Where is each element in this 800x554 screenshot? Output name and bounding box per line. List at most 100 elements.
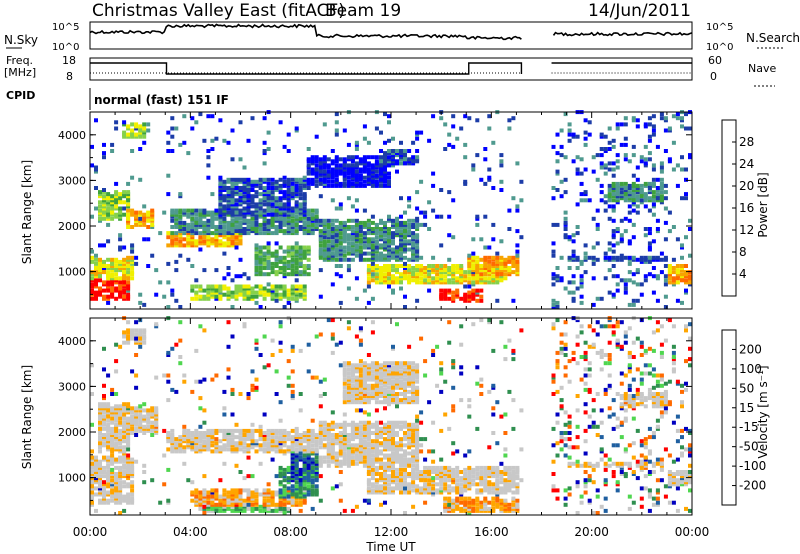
echo-cell [294, 443, 299, 448]
echo-cell [222, 208, 227, 213]
echo-cell [366, 363, 371, 368]
echo-cell [330, 318, 335, 323]
echo-cell [403, 225, 407, 229]
echo-cell [631, 298, 636, 303]
echo-cell [130, 463, 135, 468]
echo-cell [555, 276, 560, 281]
echo-cell [222, 502, 227, 507]
echo-cell [134, 459, 139, 464]
echo-cell [298, 272, 303, 277]
echo-cell [186, 443, 191, 448]
echo-cell [122, 332, 127, 337]
echo-cell [294, 206, 299, 211]
echo-cell [447, 278, 452, 283]
echo-cell [451, 272, 456, 277]
echo-cell [310, 465, 315, 470]
echo-cell [459, 268, 464, 273]
echo-cell [366, 284, 371, 289]
echo-cell [387, 392, 391, 396]
echo-cell [688, 274, 692, 279]
echo-cell [234, 494, 239, 499]
echo-cell [190, 288, 195, 293]
echo-cell [114, 259, 119, 264]
echo-cell [230, 294, 235, 299]
echo-cell [106, 216, 111, 221]
echo-cell [222, 284, 227, 289]
echo-cell [507, 227, 512, 231]
echo-cell [282, 144, 287, 149]
echo-cell [330, 437, 335, 442]
echo-cell [254, 290, 259, 295]
echo-cell [342, 443, 347, 448]
echo-cell [306, 486, 311, 491]
echo-cell [210, 377, 215, 382]
echo-cell [190, 296, 195, 301]
echo-cell [306, 369, 311, 374]
echo-cell [379, 220, 383, 225]
echo-cell [583, 190, 588, 195]
echo-cell [306, 455, 311, 460]
echo-cell [338, 451, 343, 456]
echo-cell [178, 435, 183, 440]
echo-cell [306, 264, 311, 268]
echo-cell [250, 294, 255, 299]
echo-cell [623, 198, 628, 203]
echo-cell [114, 359, 119, 364]
echo-cell [270, 251, 275, 256]
echo-cell [503, 257, 508, 262]
echo-cell [254, 439, 259, 444]
echo-cell [206, 149, 211, 153]
echo-cell [334, 249, 339, 254]
echo-cell [206, 237, 211, 242]
echo-cell [635, 118, 640, 123]
echo-cell [138, 292, 143, 297]
echo-cell [234, 294, 239, 299]
echo-cell [383, 474, 387, 479]
echo-cell [142, 237, 147, 242]
echo-cell [254, 249, 259, 254]
echo-cell [334, 484, 339, 489]
echo-cell [451, 290, 456, 295]
echo-cell [338, 181, 343, 186]
echo-cell [302, 431, 307, 435]
echo-cell [358, 420, 363, 425]
echo-cell [282, 490, 287, 495]
echo-cell [98, 426, 102, 431]
echo-cell [206, 502, 211, 507]
echo-cell [246, 181, 251, 186]
echo-cell [282, 284, 287, 289]
echo-cell [362, 420, 367, 425]
echo-cell [198, 231, 203, 236]
echo-cell [226, 367, 231, 372]
echo-cell [374, 465, 379, 470]
echo-cell [342, 229, 347, 234]
echo-cell [659, 194, 664, 199]
echo-cell [411, 255, 416, 260]
echo-cell [619, 186, 624, 190]
echo-cell [370, 249, 375, 254]
echo-cell [122, 288, 127, 293]
echo-cell [262, 412, 267, 417]
echo-cell [246, 138, 251, 143]
echo-cell [362, 155, 367, 160]
echo-cell [150, 420, 155, 425]
echo-cell [274, 202, 279, 207]
echo-cell [475, 118, 480, 123]
echo-cell [391, 459, 395, 464]
echo-cell [102, 259, 106, 264]
echo-cell [302, 192, 307, 197]
echo-cell [623, 286, 628, 291]
echo-cell [194, 239, 199, 244]
echo-cell [102, 155, 106, 160]
echo-cell [370, 387, 375, 392]
echo-cell [563, 216, 568, 221]
echo-cell [226, 292, 231, 297]
echo-cell [222, 389, 227, 394]
echo-cell [110, 408, 115, 413]
echo-cell [194, 212, 199, 217]
echo-cell [90, 272, 94, 277]
echo-cell [242, 508, 247, 513]
echo-cell [607, 204, 612, 209]
echo-cell [286, 476, 291, 481]
echo-cell [198, 490, 203, 495]
